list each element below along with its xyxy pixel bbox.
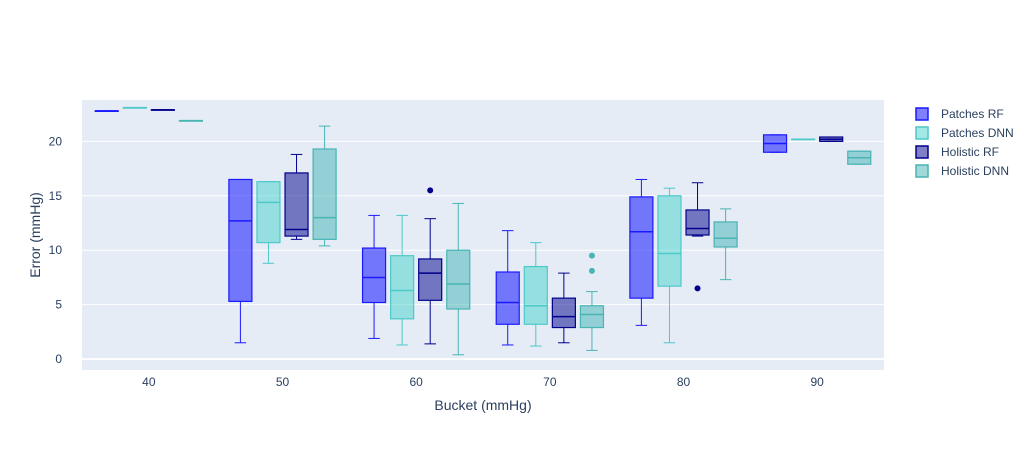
y-tick-label: 20 (49, 134, 63, 148)
gridlines (82, 140, 884, 361)
plot-area-background (82, 100, 884, 370)
x-tick-label: 90 (810, 375, 824, 389)
box-body (523, 265, 548, 325)
box-body (284, 172, 309, 237)
box-series (178, 119, 872, 356)
box-series-group (94, 106, 872, 356)
box-body (390, 255, 415, 320)
outlier-point (588, 267, 595, 274)
x-tick-label: 80 (677, 375, 691, 389)
outlier-point (694, 285, 701, 292)
outlier-point (427, 187, 434, 194)
legend-label: Holistic DNN (941, 164, 1009, 178)
x-tick-label: 50 (276, 375, 290, 389)
legend-swatch (915, 126, 929, 140)
box-series (122, 106, 816, 347)
box-body (657, 195, 682, 287)
x-tick-label: 60 (409, 375, 423, 389)
y-tick-label: 0 (55, 352, 62, 366)
legend-item[interactable]: Patches DNN (915, 126, 1014, 140)
box-body (228, 178, 253, 303)
outlier-point (588, 252, 595, 259)
legend-swatch (915, 164, 929, 178)
legend-item[interactable]: Holistic DNN (915, 164, 1009, 178)
legend[interactable]: Patches RF Patches DNN Holistic RF Holistic… (915, 107, 1014, 178)
y-tick-label: 15 (49, 189, 63, 203)
x-tick-label: 40 (142, 375, 156, 389)
box-body (713, 221, 738, 248)
box-body (256, 181, 281, 244)
legend-label: Patches DNN (941, 126, 1014, 140)
legend-item[interactable]: Holistic RF (915, 145, 999, 159)
box-body (685, 209, 710, 236)
box-body (361, 247, 387, 304)
box-body (495, 271, 520, 325)
y-axis-title: Error (mmHg) (27, 192, 43, 278)
box-series (94, 110, 788, 346)
box-body (579, 305, 605, 329)
box-body (312, 148, 337, 240)
box-body (418, 258, 443, 301)
box-series (150, 109, 844, 345)
box-body (551, 297, 576, 329)
x-axis-title: Bucket (mmHg) (434, 397, 531, 413)
legend-label: Patches RF (941, 107, 1004, 121)
box-body (446, 249, 471, 310)
legend-swatch (915, 107, 929, 121)
y-tick-label: 10 (49, 243, 63, 257)
x-axis-ticks: 40 50 60 70 80 90 (142, 375, 824, 389)
y-axis-ticks: 0 5 10 15 20 (49, 134, 63, 366)
x-tick-label: 70 (543, 375, 557, 389)
legend-label: Holistic RF (941, 145, 999, 159)
legend-item[interactable]: Patches RF (915, 107, 1004, 121)
y-tick-label: 5 (55, 298, 62, 312)
box-body (629, 196, 654, 299)
legend-swatch (915, 145, 929, 159)
